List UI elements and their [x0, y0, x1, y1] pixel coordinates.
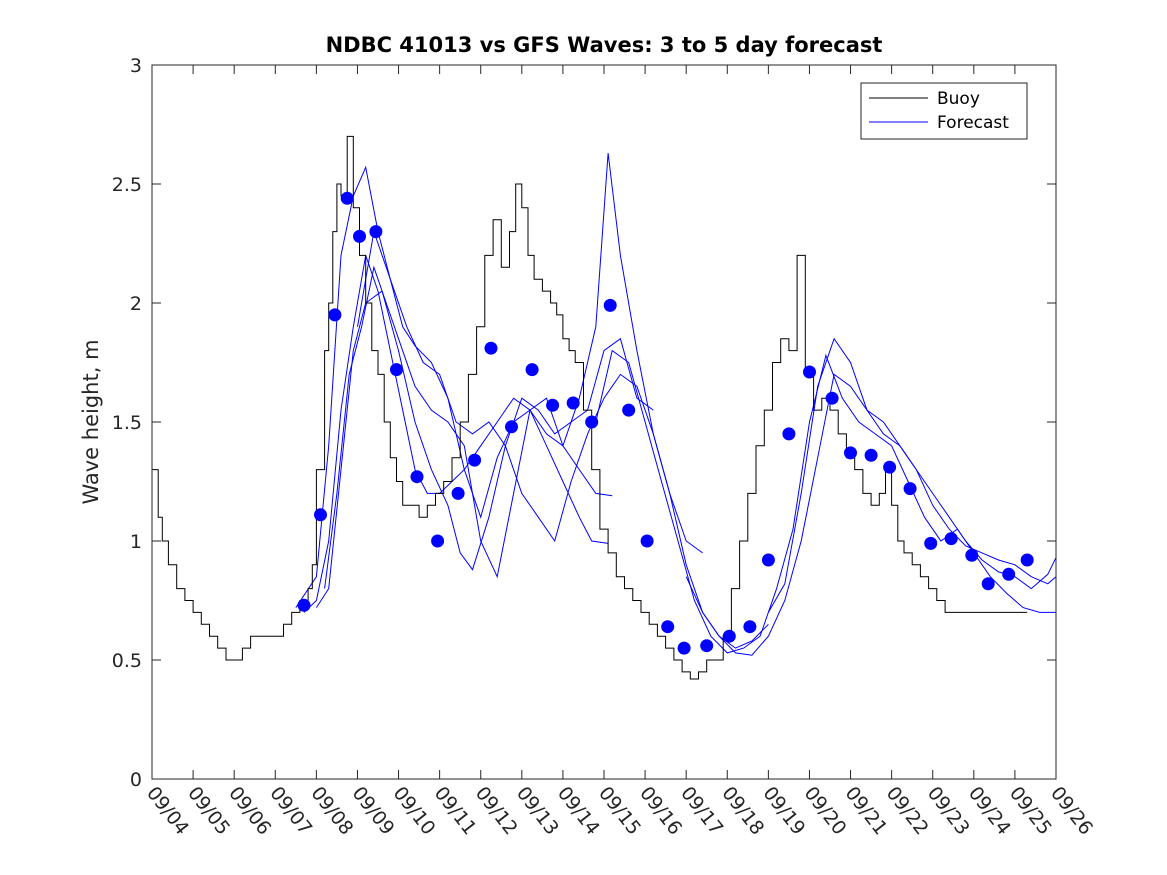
forecast-point: [505, 420, 518, 434]
forecast-line-3: [315, 290, 654, 608]
y-axis: 0 0.5 1 1.5 2 2.5 3: [112, 55, 1056, 791]
y-axis-label: Wave height, m: [79, 339, 103, 504]
y-tick-label: 0: [130, 769, 142, 791]
forecast-point: [640, 534, 654, 548]
forecast-line-1: [295, 165, 613, 608]
forecast-point: [761, 553, 775, 567]
forecast-point: [825, 391, 839, 405]
forecast-point: [340, 191, 354, 205]
forecast-point: [410, 470, 424, 484]
forecast-point: [297, 598, 311, 612]
forecast-line-8: [767, 337, 1057, 613]
forecast-line-4: [324, 153, 703, 589]
forecast-point: [883, 460, 897, 474]
forecast-point: [525, 363, 539, 377]
forecast-point: [661, 620, 675, 634]
forecast-point: [585, 415, 599, 429]
forecast-point: [546, 398, 560, 412]
forecast-point: [431, 534, 445, 548]
forecast-point: [328, 308, 342, 322]
forecast-point: [944, 532, 958, 546]
forecast-point: [981, 577, 995, 591]
forecast-line-6: [595, 349, 1056, 654]
chart-title: NDBC 41013 vs GFS Waves: 3 to 5 day fore…: [326, 33, 883, 57]
forecast-point: [451, 486, 465, 500]
legend-forecast-label: Forecast: [937, 113, 1009, 133]
y-tick-label: 2: [130, 293, 142, 315]
forecast-point: [1002, 567, 1016, 581]
forecast-point: [468, 453, 482, 467]
plot-frame: [151, 64, 1057, 780]
forecast-point: [844, 446, 857, 460]
forecast-point: [369, 225, 383, 239]
plot-area: [152, 65, 1056, 779]
forecast-point: [700, 639, 714, 653]
forecast-point: [390, 363, 403, 377]
y-tick-label: 1: [130, 531, 142, 553]
forecast-point: [484, 341, 498, 355]
forecast-point: [353, 229, 366, 243]
forecast-point: [743, 620, 757, 634]
forecast-point: [803, 365, 816, 379]
legend: Buoy Forecast: [860, 82, 1028, 140]
forecast-point: [314, 508, 327, 522]
forecast-point: [1020, 553, 1034, 567]
y-tick-label: 3: [130, 55, 142, 77]
y-tick-label: 2.5: [112, 174, 142, 196]
forecast-line-5: [357, 231, 769, 649]
forecast-point: [603, 298, 617, 312]
forecast-point: [566, 396, 580, 410]
forecast-point: [903, 482, 917, 496]
forecast-point: [965, 548, 979, 562]
y-tick-label: 0.5: [112, 650, 142, 672]
forecast-point: [924, 536, 938, 550]
forecast-markers: [297, 191, 1034, 655]
forecast-point: [622, 403, 636, 417]
forecast-line-7: [685, 373, 1057, 656]
legend-box: [860, 82, 1028, 140]
forecast-point: [782, 427, 796, 441]
y-tick-label: 1.5: [112, 412, 142, 434]
forecast-point: [722, 629, 736, 643]
forecast-point: [864, 448, 878, 462]
legend-buoy-label: Buoy: [937, 89, 980, 109]
forecast-point: [677, 641, 691, 655]
